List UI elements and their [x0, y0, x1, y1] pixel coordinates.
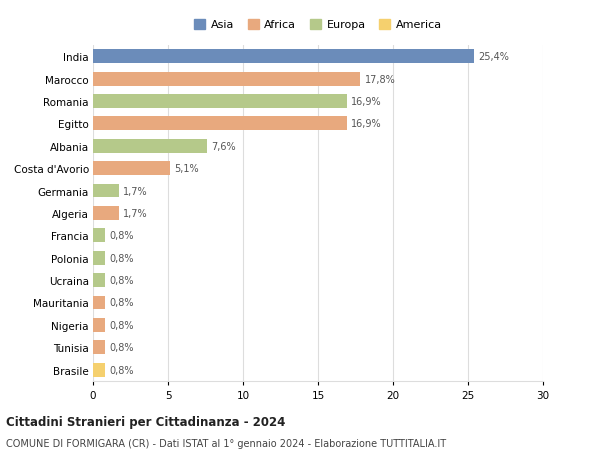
Bar — [93, 140, 207, 153]
Bar — [93, 162, 170, 176]
Bar — [93, 341, 105, 354]
Text: 0,8%: 0,8% — [110, 275, 134, 285]
Bar — [93, 251, 105, 265]
Text: 0,8%: 0,8% — [110, 365, 134, 375]
Text: 0,8%: 0,8% — [110, 231, 134, 241]
Legend: Asia, Africa, Europa, America: Asia, Africa, Europa, America — [191, 16, 445, 34]
Text: 0,8%: 0,8% — [110, 253, 134, 263]
Bar — [93, 318, 105, 332]
Bar — [93, 95, 347, 109]
Text: COMUNE DI FORMIGARA (CR) - Dati ISTAT al 1° gennaio 2024 - Elaborazione TUTTITAL: COMUNE DI FORMIGARA (CR) - Dati ISTAT al… — [6, 438, 446, 448]
Text: 5,1%: 5,1% — [174, 164, 199, 174]
Text: 7,6%: 7,6% — [212, 141, 236, 151]
Text: 16,9%: 16,9% — [351, 119, 382, 129]
Bar — [93, 117, 347, 131]
Text: Cittadini Stranieri per Cittadinanza - 2024: Cittadini Stranieri per Cittadinanza - 2… — [6, 415, 286, 428]
Text: 0,8%: 0,8% — [110, 298, 134, 308]
Text: 1,7%: 1,7% — [123, 186, 148, 196]
Bar — [93, 207, 119, 220]
Bar — [93, 184, 119, 198]
Text: 25,4%: 25,4% — [479, 52, 509, 62]
Bar — [93, 73, 360, 86]
Bar — [93, 363, 105, 377]
Bar — [93, 296, 105, 310]
Text: 1,7%: 1,7% — [123, 208, 148, 218]
Text: 17,8%: 17,8% — [365, 74, 395, 84]
Bar — [93, 229, 105, 243]
Bar — [93, 274, 105, 287]
Bar — [93, 50, 474, 64]
Text: 0,8%: 0,8% — [110, 320, 134, 330]
Text: 0,8%: 0,8% — [110, 342, 134, 353]
Text: 16,9%: 16,9% — [351, 97, 382, 107]
